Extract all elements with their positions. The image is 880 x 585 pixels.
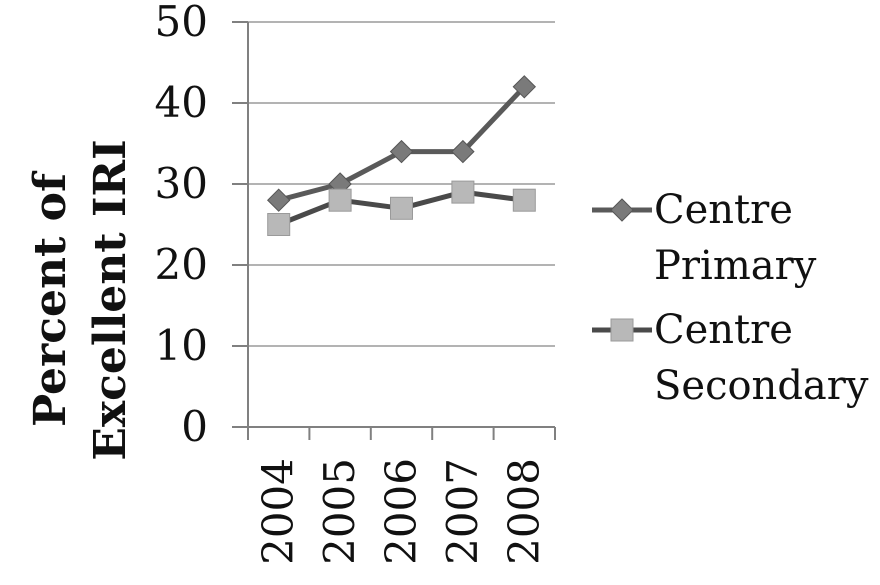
y-axis-label: Percent of Excellent IRI [25, 139, 136, 460]
legend-label-0-line-1: Primary [654, 243, 817, 289]
y-tick-label-50: 50 [155, 0, 208, 46]
y-axis-label-line-0: Percent of [25, 170, 76, 427]
data-point-s1-2006 [390, 196, 413, 220]
data-point-s0-2007 [451, 139, 475, 164]
legend-swatch-marker-1 [610, 318, 634, 342]
y-tick-label-20: 20 [155, 240, 208, 289]
x-tick-label-2006: 2006 [377, 458, 426, 565]
series-group [266, 75, 537, 236]
legend-label-1-line-0: Centre [654, 307, 793, 353]
data-point-s1-2008 [512, 188, 536, 212]
y-tick-label-10: 10 [155, 321, 208, 370]
gridlines [248, 21, 555, 347]
axes [232, 21, 556, 440]
y-tick-label-40: 40 [155, 78, 208, 127]
legend-label-0-line-0: Centre [654, 187, 793, 233]
legend-swatch-marker-0 [610, 198, 634, 222]
data-point-s0-2004 [266, 188, 291, 212]
y-axis-label-line-1: Excellent IRI [85, 139, 136, 460]
data-point-s1-2004 [267, 213, 291, 236]
legend-label-1-line-1: Secondary [654, 363, 869, 409]
data-point-s0-2008 [512, 75, 537, 99]
y-tick-label-0: 0 [181, 402, 208, 451]
y-tick-labels: 0 10 20 30 40 50 [155, 0, 208, 451]
data-point-s0-2006 [389, 139, 414, 164]
data-point-s1-2007 [451, 180, 475, 204]
x-tick-labels: 2004 2005 2006 2007 2008 [254, 458, 549, 565]
x-tick-label-2007: 2007 [438, 458, 487, 565]
x-tick-label-2005: 2005 [315, 458, 364, 565]
y-tick-label-30: 30 [155, 159, 208, 208]
x-tick-label-2004: 2004 [254, 458, 303, 565]
legend: Centre Primary Centre Secondary [592, 187, 869, 409]
data-point-s1-2005 [328, 188, 352, 212]
x-tick-label-2008: 2008 [499, 458, 548, 565]
